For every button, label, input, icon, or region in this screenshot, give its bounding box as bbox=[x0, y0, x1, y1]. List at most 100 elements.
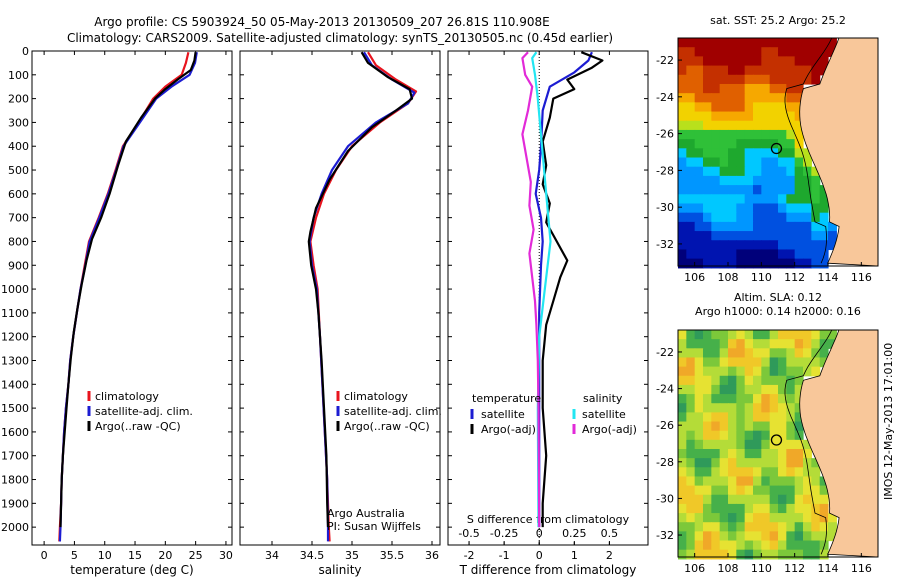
map-cell bbox=[744, 403, 754, 413]
salinity-panel: 34 34.5 35 35.5 36 salinity climatology satelli… bbox=[239, 50, 442, 577]
map-cell bbox=[686, 38, 696, 48]
map-cell bbox=[769, 166, 779, 177]
map-cell bbox=[753, 522, 762, 532]
map-cell bbox=[778, 38, 787, 48]
map-cell bbox=[744, 74, 754, 85]
map-cell bbox=[736, 139, 746, 149]
map-cell bbox=[719, 412, 729, 423]
map-cell bbox=[703, 403, 712, 413]
map-cell bbox=[678, 102, 687, 113]
map-cell bbox=[686, 221, 696, 232]
map-cell bbox=[736, 65, 746, 76]
map-cell bbox=[744, 540, 754, 551]
map-cell bbox=[786, 166, 796, 177]
map-cell bbox=[728, 549, 737, 560]
map-cell bbox=[736, 467, 746, 478]
map-cell bbox=[819, 485, 829, 496]
map-cell bbox=[686, 120, 696, 131]
map-cell bbox=[719, 240, 729, 251]
map-cell bbox=[694, 102, 704, 113]
map-cell bbox=[736, 93, 746, 103]
map-cell bbox=[728, 503, 737, 514]
map-ytick-label: -24 bbox=[656, 91, 674, 104]
map-cell bbox=[703, 448, 712, 459]
map-cell bbox=[811, 249, 821, 260]
map-cell bbox=[753, 74, 762, 85]
map-cell bbox=[803, 348, 812, 359]
map-cell bbox=[778, 157, 787, 168]
map-cell bbox=[728, 522, 737, 532]
map-cell bbox=[786, 93, 796, 103]
map-cell bbox=[694, 74, 704, 85]
map-cell bbox=[761, 375, 771, 386]
map-cell bbox=[761, 249, 771, 260]
map-cell bbox=[678, 212, 687, 223]
map-cell bbox=[736, 503, 746, 514]
legend-title-salinity: salinity bbox=[583, 392, 623, 405]
map-cell bbox=[803, 203, 812, 214]
map-cell bbox=[694, 421, 704, 432]
map-cell bbox=[828, 339, 837, 349]
map-xtick-label: 108 bbox=[718, 562, 739, 575]
map-cell bbox=[786, 74, 796, 85]
map-cell bbox=[711, 185, 721, 195]
map-cell bbox=[728, 185, 737, 195]
map-cell bbox=[678, 357, 687, 368]
map-cell bbox=[686, 185, 696, 195]
map-cell bbox=[736, 203, 746, 214]
map-cell bbox=[728, 129, 737, 140]
map-cell bbox=[686, 513, 696, 523]
s-diff-tick-label: -0.25 bbox=[490, 527, 518, 540]
map-cell bbox=[753, 403, 762, 413]
map-cell bbox=[678, 531, 687, 542]
map-cell bbox=[736, 549, 746, 560]
map-cell bbox=[678, 375, 687, 386]
land-mass bbox=[799, 37, 879, 267]
map-cell bbox=[744, 65, 754, 76]
map-cell bbox=[711, 240, 721, 251]
map-cell bbox=[786, 531, 796, 542]
map-cell bbox=[719, 203, 729, 214]
map-cell bbox=[719, 38, 729, 48]
map-cell bbox=[819, 38, 829, 48]
map-cell bbox=[703, 439, 712, 450]
map-cell bbox=[736, 357, 746, 368]
map-cell bbox=[719, 330, 729, 340]
map-cell bbox=[803, 485, 812, 496]
map-cell bbox=[686, 375, 696, 386]
map-cell bbox=[769, 467, 779, 478]
map-cell bbox=[686, 476, 696, 487]
legend-entry: climatology bbox=[344, 390, 408, 403]
map-cell bbox=[728, 467, 737, 478]
map-cell bbox=[803, 503, 812, 514]
map-cell bbox=[794, 412, 804, 423]
map-cell bbox=[803, 231, 812, 241]
differences-xtick-label: -1 bbox=[499, 549, 510, 562]
map-cell bbox=[786, 430, 796, 441]
map-cell bbox=[778, 384, 787, 395]
map-cell bbox=[719, 185, 729, 195]
map-cell bbox=[828, 330, 837, 340]
temperature-xlabel: temperature (deg C) bbox=[70, 563, 193, 577]
map-cell bbox=[703, 549, 712, 560]
map-cell bbox=[786, 503, 796, 514]
map-cell bbox=[678, 129, 687, 140]
map-cell bbox=[761, 56, 771, 67]
map-cell bbox=[803, 194, 812, 205]
map-cell bbox=[778, 194, 787, 205]
map-cell bbox=[794, 93, 804, 103]
map-cell bbox=[769, 38, 779, 48]
map-cell bbox=[794, 221, 804, 232]
map-cell bbox=[811, 203, 821, 214]
map-cell bbox=[736, 231, 746, 241]
map-cell bbox=[711, 503, 721, 514]
map-cell bbox=[694, 366, 704, 377]
map-cell bbox=[719, 448, 729, 459]
sst_map-panel: 106 108 110 112 114 116 -22 -24 -26 -28 -30 -32 sat.… bbox=[656, 14, 879, 284]
depth-tick-label: 1700 bbox=[1, 450, 29, 463]
map-cell bbox=[769, 522, 779, 532]
map-cell bbox=[686, 357, 696, 368]
map-cell bbox=[761, 83, 771, 94]
salinity-axes-box bbox=[239, 50, 441, 546]
map-cell bbox=[728, 448, 737, 459]
